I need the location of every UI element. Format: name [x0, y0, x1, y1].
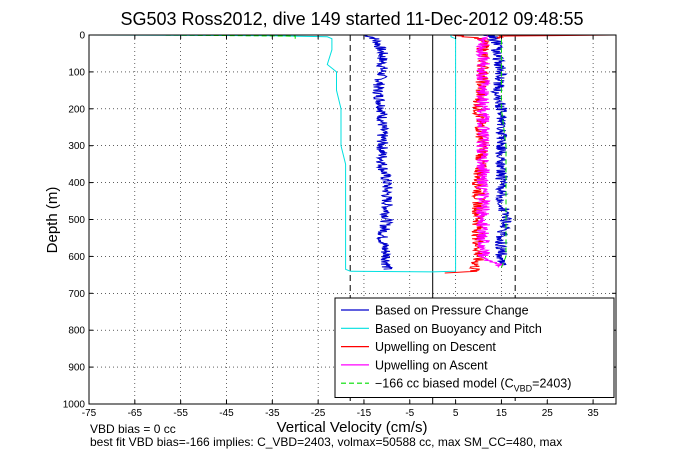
y-tick-label: 500: [68, 215, 85, 226]
x-tick-label: 15: [496, 408, 508, 419]
legend-label: Upwelling on Ascent: [375, 358, 488, 372]
x-tick-label: -45: [219, 408, 234, 419]
x-tick-label: 25: [542, 408, 554, 419]
x-axis-label: Vertical Velocity (cm/s): [277, 419, 428, 436]
legend-label: Based on Pressure Change: [375, 304, 529, 318]
series-1-ascent-line: [350, 35, 457, 273]
y-tick-label: 100: [68, 67, 85, 78]
series-4-ascent-line: [500, 35, 507, 268]
x-tick-label: 35: [588, 408, 600, 419]
x-tick-label: -35: [265, 408, 280, 419]
series-1-descent-line: [88, 34, 351, 272]
legend-label: Upwelling on Descent: [375, 340, 496, 354]
x-tick-label: -25: [311, 408, 326, 419]
y-tick-label: 700: [68, 289, 85, 300]
y-tick-label: 1000: [63, 400, 86, 411]
x-tick-label: -75: [82, 408, 97, 419]
x-tick-label: -15: [357, 408, 372, 419]
legend-label: −166 cc biased model (CVBD=2403): [375, 377, 571, 394]
y-tick-label: 800: [68, 326, 85, 337]
x-tick-label: -55: [173, 408, 188, 419]
series-0-descent-line: [363, 34, 395, 270]
y-tick-label: 200: [68, 104, 85, 115]
y-tick-label: 300: [68, 141, 85, 152]
legend-label: Based on Buoyancy and Pitch: [375, 322, 542, 336]
x-tick-label: -5: [405, 408, 414, 419]
x-tick-label: 5: [453, 408, 459, 419]
y-tick-label: 0: [79, 31, 85, 42]
y-tick-label: 900: [68, 363, 85, 374]
x-tick-label: -65: [128, 408, 143, 419]
legend: Based on Pressure Change Based on Buoyanc…: [334, 297, 615, 398]
y-axis-label: Depth (m): [44, 187, 61, 254]
legend-box: [334, 297, 615, 398]
y-tick-label: 400: [68, 178, 85, 189]
y-tick-label: 600: [68, 252, 85, 263]
axis-ticks: -75 -65 -55 -45 -35 -25 -15 -5 5 15 25 350100200300…: [63, 31, 616, 419]
series-4-descent-line: [157, 34, 296, 39]
chart-title: SG503 Ross2012, dive 149 started 11-Dec-…: [121, 9, 584, 29]
series-3-ascent-line: [474, 34, 504, 268]
series-group: [88, 34, 615, 274]
footer-line-1: VBD bias = 0 cc: [90, 422, 176, 436]
footer-line-2: best fit VBD bias=-166 implies: C_VBD=24…: [90, 435, 562, 449]
